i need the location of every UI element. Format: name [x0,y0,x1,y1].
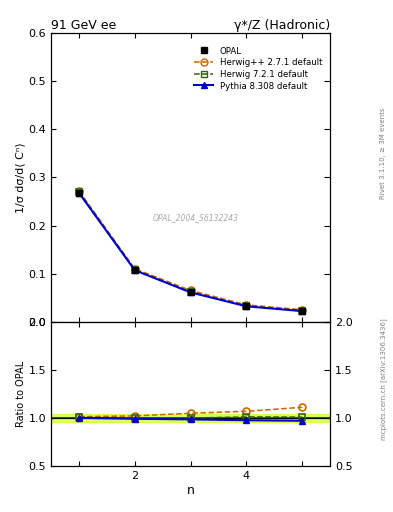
X-axis label: n: n [187,483,195,497]
Text: OPAL_2004_S6132243: OPAL_2004_S6132243 [153,214,239,222]
Text: mcplots.cern.ch [arXiv:1306.3436]: mcplots.cern.ch [arXiv:1306.3436] [380,318,387,440]
Y-axis label: Ratio to OPAL: Ratio to OPAL [16,360,26,427]
Text: 91 GeV ee: 91 GeV ee [51,19,116,32]
Legend: OPAL, Herwig++ 2.7.1 default, Herwig 7.2.1 default, Pythia 8.308 default: OPAL, Herwig++ 2.7.1 default, Herwig 7.2… [191,44,326,94]
Text: γ*/Z (Hadronic): γ*/Z (Hadronic) [234,19,330,32]
Y-axis label: 1/σ dσ/d⟨ Cⁿ⟩: 1/σ dσ/d⟨ Cⁿ⟩ [16,142,26,213]
Text: Rivet 3.1.10, ≥ 3M events: Rivet 3.1.10, ≥ 3M events [380,108,386,199]
Bar [51,414,330,422]
